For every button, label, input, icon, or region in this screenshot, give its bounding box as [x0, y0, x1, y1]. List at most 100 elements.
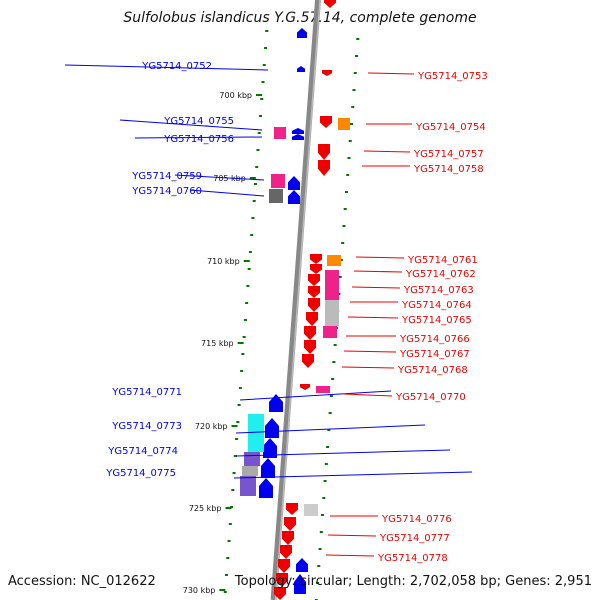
gene-label-right: YG5714_0761 [407, 255, 478, 266]
scale-dot [251, 217, 255, 219]
gene-label-right: YG5714_0758 [413, 164, 484, 175]
map-title: Sulfolobus islandicus Y.G.57.14, complet… [123, 10, 477, 26]
scale-dot [352, 89, 356, 91]
rna-feature [327, 255, 341, 266]
scale-dot [236, 421, 240, 423]
gene-label-left: YG5714_0759 [131, 171, 202, 182]
scale-dot [265, 30, 269, 32]
gene-label-right: YG5714_0764 [401, 300, 472, 311]
forward-cds-arrow [269, 394, 283, 412]
gene-label-right: YG5714_0757 [413, 149, 484, 160]
reverse-cds-arrow [320, 116, 332, 128]
scale-dot [319, 531, 323, 533]
gene-label-leader [134, 136, 263, 139]
gene-label-left: YG5714_0755 [163, 116, 234, 127]
misc-feature [271, 174, 285, 188]
reverse-cds-arrow [308, 286, 320, 298]
reverse-cds-arrow [306, 312, 318, 326]
misc-feature [242, 466, 258, 476]
gene-label-leader [174, 174, 265, 181]
forward-cds-arrow [261, 458, 275, 478]
scale-dot [331, 378, 335, 380]
scale-dot [326, 446, 330, 448]
reverse-cds-arrow [324, 0, 336, 8]
gene-label-right: YG5714_0765 [401, 315, 472, 326]
scale-tick-label: 715 kbp [201, 339, 234, 348]
scale-dot [324, 463, 328, 465]
gene-label-leader [235, 424, 426, 434]
misc-feature [248, 414, 264, 452]
gene-label-leader [233, 471, 473, 479]
scale-dot [247, 268, 251, 270]
scale-dot [258, 115, 262, 117]
reverse-cds-arrow [310, 264, 322, 274]
scale-dot [355, 55, 359, 57]
scale-tick-label: 710 kbp [207, 257, 240, 266]
reverse-cds-arrow [280, 545, 292, 559]
misc-feature [325, 270, 339, 300]
scale-dot [321, 514, 325, 516]
scale-dot [348, 140, 352, 142]
gene-label-leader [189, 189, 265, 197]
scale-dot [253, 183, 257, 185]
misc-feature [274, 127, 286, 139]
reverse-cds-arrow [310, 254, 322, 264]
gene-label-leader [367, 72, 415, 75]
gene-label-right: YG5714_0766 [399, 334, 470, 345]
forward-cds-arrow [265, 418, 279, 438]
scale-dot [260, 98, 264, 100]
gene-label-leader [239, 390, 392, 401]
scale-dot [338, 276, 342, 278]
scale-dot [235, 438, 239, 440]
scale-dot [342, 225, 346, 227]
scale-dot [327, 429, 331, 431]
scale-dot [242, 336, 246, 338]
scale-dot [262, 64, 266, 66]
scale-dot [255, 166, 259, 168]
scale-dot [332, 361, 336, 363]
reverse-cds-arrow [276, 573, 288, 587]
misc-feature [244, 452, 260, 466]
gene-label-right: YG5714_0768 [397, 365, 468, 376]
forward-cds-arrow [297, 28, 307, 38]
scale-dot [351, 106, 355, 108]
gene-label-right: YG5714_0754 [415, 122, 486, 133]
scale-tick-label: 700 kbp [219, 91, 252, 100]
scale-dot [316, 582, 320, 584]
scale-dot [228, 523, 232, 525]
gene-label-leader [363, 150, 411, 153]
reverse-cds-arrow [302, 354, 314, 368]
gene-label-right: YG5714_0777 [379, 533, 450, 544]
misc-feature [325, 300, 339, 326]
reverse-cds-arrow [322, 70, 332, 76]
gene-label-leader [355, 256, 405, 259]
gene-label-right: YG5714_0767 [399, 349, 470, 360]
reverse-cds-arrow [284, 517, 296, 531]
scale-dot [248, 251, 252, 253]
scale-dot [237, 404, 241, 406]
gene-label-leader [325, 554, 375, 557]
scale-tick-label: 720 kbp [195, 422, 228, 431]
reverse-cds-arrow [274, 587, 286, 600]
misc-feature [269, 189, 283, 203]
scale-dot [223, 591, 227, 593]
gene-label-leader [235, 449, 451, 457]
accession-label: Accession: NC_012622 [8, 574, 156, 589]
forward-cds-arrow [296, 558, 308, 572]
forward-cds-arrow [259, 478, 273, 498]
gene-label-left: YG5714_0775 [105, 468, 176, 479]
gene-label-leader [327, 534, 377, 537]
gene-label-leader [341, 366, 395, 369]
scale-dot [256, 149, 260, 151]
gene-label-right: YG5714_0753 [417, 71, 488, 82]
scale-dot [318, 548, 322, 550]
gene-label-leader [351, 286, 401, 289]
scale-dot [246, 285, 250, 287]
forward-cds-arrow [288, 190, 300, 204]
scale-dot [227, 540, 231, 542]
misc-feature [240, 476, 256, 496]
gene-label-leader [343, 393, 393, 397]
gene-label-left: YG5714_0752 [141, 61, 212, 72]
scale-dot [339, 259, 343, 261]
gene-label-right: YG5714_0778 [377, 553, 448, 564]
